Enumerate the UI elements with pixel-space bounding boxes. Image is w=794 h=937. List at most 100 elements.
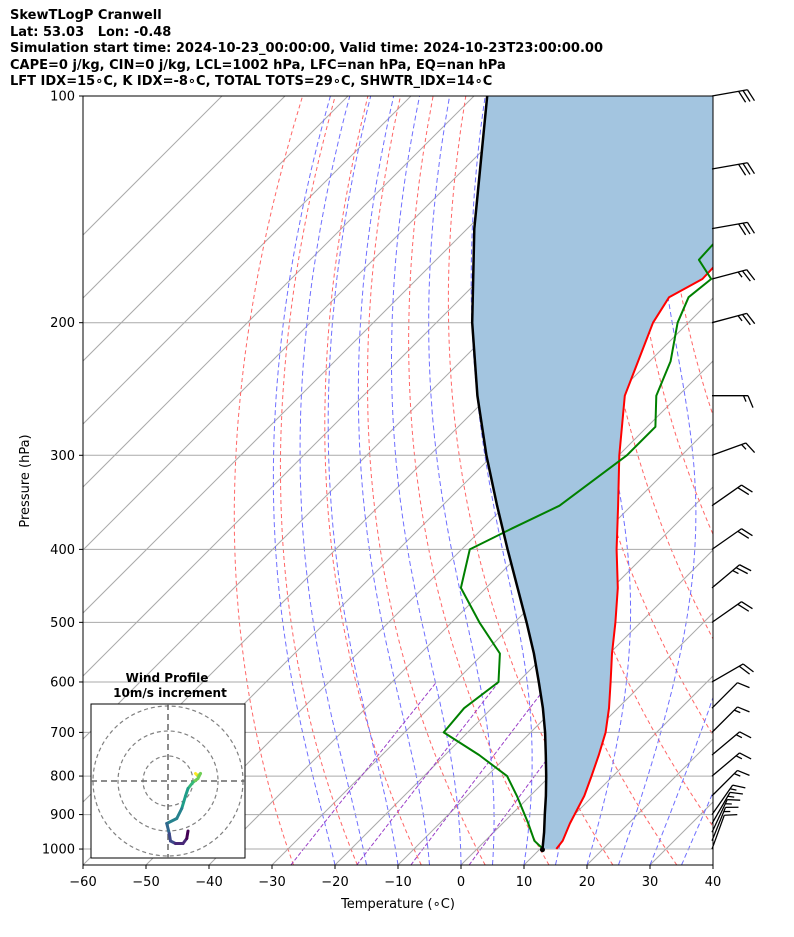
hodograph-segment [165,822,171,835]
isotherm-line [83,96,412,425]
wind-barb-flag [742,90,751,102]
wind-barb [711,806,739,842]
chart-title: SkewTLogP Cranwell [10,8,162,23]
wind-barb-flag [738,90,747,103]
wind-barb-shaft [711,442,747,456]
wind-barb-shaft [711,89,748,97]
wind-barb-shaft [711,663,744,683]
moist-adiabat-line [327,96,399,865]
wind-barb-flag [738,665,751,675]
x-tick-label: 10 [516,875,533,890]
wind-barb-half [727,795,735,798]
wind-barb-flag [742,163,751,175]
wind-barb-shaft [711,601,742,623]
wind-barb-flag [727,798,741,801]
x-tick-label: 0 [457,875,465,890]
isotherm-line [83,96,223,236]
wind-barb-flag [737,769,750,776]
profile-lines [442,96,713,853]
wind-barb-flag [741,484,753,493]
dewpoint-line [442,242,713,850]
wind-barb-shaft [711,752,740,777]
hodograph-title: Wind Profile [126,671,209,685]
wind-barb [711,798,741,833]
header: SkewTLogP Cranwell Lat: 53.03 Lon: -0.48… [10,8,780,91]
wind-barb [711,769,750,797]
location-line: Lat: 53.03 Lon: -0.48 [10,24,172,40]
wind-barb-half [742,395,747,402]
dry-adiabat-line [366,96,486,865]
wind-barb [711,269,756,282]
wind-barb [712,395,754,408]
wind-barb-shaft [711,564,740,589]
wind-barb-shaft [711,784,734,815]
x-axis-label: Temperature (∘C) [340,897,455,912]
wind-barb-shaft [711,807,727,842]
dry-adiabat-line [233,96,304,865]
wind-barb-flag [741,601,753,610]
wind-barb-half [735,755,743,760]
isotherm-line [712,864,713,865]
wind-barb-shaft [711,706,738,733]
y-tick-label: 500 [50,616,75,631]
wind-barb-flag [735,567,748,575]
wind-barb-flag [737,530,750,539]
wind-barb [711,791,743,824]
x-tick-label: 30 [642,875,659,890]
isotherm-line [83,96,601,614]
mixing-ratio-line [356,681,500,865]
isotherm-line [83,96,349,362]
wind-barb-half [732,569,739,575]
wind-barb [711,784,746,815]
mixing-ratio-line [410,681,551,865]
cape-area [472,96,713,849]
y-tick-label: 100 [50,90,75,105]
wind-barb-flag [729,791,743,795]
dry-adiabat-line [759,96,794,865]
mixing-ratio-lines [290,681,605,865]
y-tick-label: 200 [50,316,75,331]
hodograph-subtitle: 10m/s increment [113,686,227,700]
wind-barb-shaft [711,682,738,709]
wind-barb-half [734,773,741,777]
parcel-line [470,96,548,851]
wind-barb [711,162,756,176]
y-tick-label: 1000 [42,843,75,858]
moist-adiabat-line [428,96,495,865]
wind-barb-flag [747,395,754,408]
wind-barb [711,731,752,756]
wind-barb-shaft [711,162,748,170]
wind-barb-flag [742,222,751,235]
isotherm-line [83,96,286,299]
moist-adiabat-line [391,96,462,865]
cape-line: CAPE=0 j/kg, CIN=0 j/kg, LCL=1002 hPa, L… [10,57,506,73]
wind-barb-half [735,734,743,739]
moist-adiabat-line [712,863,713,865]
wind-barb [711,752,752,777]
wind-barb-shaft [711,312,747,324]
wind-barb-flag [746,312,756,325]
wind-barb-shaft [711,221,748,230]
time-line: Simulation start time: 2024-10-23_00:00:… [10,41,603,56]
isotherm-line [83,96,538,551]
wind-barb-flag [746,89,756,102]
moist-adiabat-line [357,96,430,865]
axes: −60 −50 −40 −30 −20 −10 0 10 20 30 40 1000 900 800 700… [42,90,721,891]
wind-barb-half [737,271,743,278]
dry-adiabat-line [324,96,422,865]
wind-barb-flag [741,314,751,326]
dry-adiabat-line [408,96,550,865]
hodograph-segment [180,794,187,810]
y-tick-label: 700 [50,726,75,741]
y-tick-label: 800 [50,770,75,785]
isotherm-line [334,486,713,865]
index-line: LFT IDX=15∘C, K IDX=-8∘C, TOTAL TOTS=29∘… [10,74,493,89]
wind-barb-flag [746,269,756,281]
y-tick-label: 900 [50,808,75,823]
x-tick-label: −40 [195,875,222,890]
x-tick-label: −20 [321,875,348,890]
y-tick-label: 400 [50,543,75,558]
wind-barb [711,442,756,456]
wind-barb-flag [746,222,756,234]
